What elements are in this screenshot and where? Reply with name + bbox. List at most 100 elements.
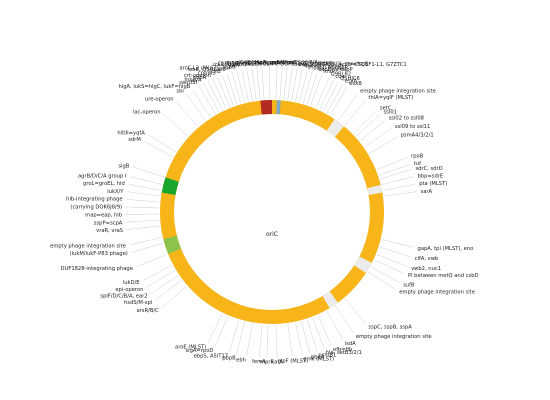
label-spoke xyxy=(126,199,160,203)
label-spoke xyxy=(283,66,288,100)
gene-label: femA xyxy=(252,359,266,365)
gene-label: Q5HJC6 xyxy=(340,76,360,82)
gene-label: cna xyxy=(252,61,261,67)
gene-label: mprF xyxy=(260,360,273,366)
gene-label: bbp=sdrE xyxy=(418,174,444,180)
gene-label: hltIII=yqfA xyxy=(117,130,145,136)
label-spoke xyxy=(338,93,359,121)
gene-label: vraR, vraS xyxy=(96,228,123,234)
label-spoke xyxy=(136,254,168,267)
label-spoke xyxy=(301,321,311,354)
label-spoke xyxy=(226,73,238,105)
gene-label: lukX/Y xyxy=(107,189,124,195)
gene-label: sarA xyxy=(421,189,433,195)
label-spoke xyxy=(379,246,411,258)
gene-label: Pl between metQ and csbD xyxy=(408,273,479,279)
gene-label: arcC-L2 (MLST), aur xyxy=(179,66,231,72)
gene-label: fnbB/A xyxy=(184,77,202,83)
label-spoke xyxy=(269,66,271,100)
label-spoke xyxy=(126,219,160,223)
gene-label: setC xyxy=(380,106,392,112)
label-spoke xyxy=(126,213,160,215)
gene-label: ssl02 to ssl08 xyxy=(389,115,424,121)
gene-label: ebpS, A5IT17 xyxy=(194,353,229,359)
label-spoke xyxy=(326,84,343,114)
label-spoke xyxy=(129,237,162,246)
gene-label: rpoB xyxy=(411,154,424,160)
label-spoke xyxy=(126,206,160,209)
gene-label: groL=groEL, hld xyxy=(83,181,125,187)
gene-label: copA xyxy=(193,75,206,81)
gene-label: katA xyxy=(271,360,283,366)
gene-label: vwb2, nuc1 xyxy=(411,266,441,272)
label-spoke xyxy=(381,176,414,185)
gene-label: (carrying DOK6J8/9) xyxy=(70,205,122,211)
gene-label: spa xyxy=(303,63,312,69)
gene-label: clfB xyxy=(211,69,221,75)
label-spoke xyxy=(246,323,253,356)
gene-label: dnaA, dnaN, yaaA, recF, gyrB/A xyxy=(236,60,318,66)
gene-label: isdA xyxy=(345,341,356,347)
gene-label: pbpB xyxy=(222,355,236,361)
label-spoke xyxy=(379,169,412,180)
gene-label: sauUSI xyxy=(179,80,197,86)
gene-label: C1PH96, lrpC, Q6GG44, DUF831-GI, cstR/A/… xyxy=(217,61,368,67)
label-spoke xyxy=(144,141,174,158)
gene-label: agrB/D/C/A group I xyxy=(78,174,127,180)
empty-site-gap xyxy=(354,256,372,274)
label-spoke xyxy=(317,315,332,346)
gene-label: lmrP xyxy=(323,69,335,75)
gene-label: aroE (MLST) xyxy=(175,345,206,351)
gene-label: coa xyxy=(335,74,344,80)
label-spoke xyxy=(326,310,343,340)
label-spoke xyxy=(367,271,396,290)
gene-label: clfA, vwb xyxy=(415,256,439,262)
label-spoke xyxy=(359,119,386,142)
gene-label: capD to capP xyxy=(318,67,352,73)
label-spoke xyxy=(295,322,303,355)
label-spoke xyxy=(344,298,367,325)
label-spoke xyxy=(376,254,408,267)
gene-label: empty phage integration site xyxy=(360,88,436,94)
label-spoke xyxy=(302,71,313,104)
gene-label: isaB xyxy=(225,64,236,70)
gene-label: sspP=scpA xyxy=(94,220,123,226)
label-spoke xyxy=(229,319,240,352)
label-spoke xyxy=(176,101,199,127)
label-spoke xyxy=(161,285,187,308)
empty-site-gap xyxy=(367,184,383,196)
label-spoke xyxy=(368,136,398,155)
label-spoke xyxy=(295,69,303,102)
gene-label: empty phage integration site xyxy=(50,244,126,250)
gene-label: pbpA xyxy=(311,355,325,361)
label-spoke xyxy=(241,69,249,102)
gene-label: hlgA, lukS=hlgC, lukF=hlgB xyxy=(118,84,190,90)
gene-label: empty phage integration site xyxy=(399,289,475,295)
gene-label: ure-operon xyxy=(145,97,174,103)
label-spoke xyxy=(266,324,269,358)
gene-label: feoB, Q5HCW6 xyxy=(187,67,225,73)
label-spoke xyxy=(319,79,334,110)
chromosome-ring xyxy=(160,100,384,324)
gene-label: DUF1828-integrating phage xyxy=(61,266,133,272)
gene-label: gmk (MLST) xyxy=(303,357,334,363)
label-spoke xyxy=(127,191,161,197)
label-spokes xyxy=(126,66,417,358)
gene-label: ywrF xyxy=(228,63,240,69)
label-spoke xyxy=(261,66,265,100)
gene-label: Q9RL82 xyxy=(331,72,351,78)
label-spoke xyxy=(312,317,325,349)
label-spoke xyxy=(212,78,227,109)
chromosome-backbone xyxy=(160,100,384,324)
label-spoke xyxy=(192,89,211,118)
label-spoke xyxy=(131,242,164,253)
gene-label: SCC integration site/SCC element xyxy=(244,61,331,67)
label-spoke xyxy=(374,259,405,274)
label-spoke xyxy=(236,321,245,354)
label-spoke xyxy=(146,269,176,288)
gene-label: icaR/A/D/B/C xyxy=(213,62,246,68)
label-spoke xyxy=(133,166,165,178)
label-spoke xyxy=(259,324,263,358)
label-spoke xyxy=(207,80,223,111)
label-spoke xyxy=(207,313,223,344)
